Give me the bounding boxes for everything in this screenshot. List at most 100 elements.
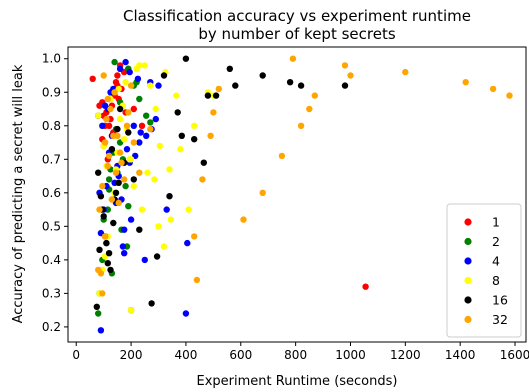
data-point-series-32 xyxy=(297,122,305,129)
data-point-series-32 xyxy=(191,233,198,240)
data-point-series-4 xyxy=(134,75,142,83)
data-point-series-4 xyxy=(141,256,148,264)
data-point-series-32 xyxy=(193,276,201,284)
x-tick-label: 1600 xyxy=(500,348,529,362)
data-point-series-1 xyxy=(112,79,120,86)
data-point-series-16 xyxy=(259,72,266,79)
data-point-series-16 xyxy=(115,179,122,186)
data-point-series-32 xyxy=(123,122,131,129)
data-point-series-32 xyxy=(341,62,349,69)
data-point-series-8 xyxy=(191,122,198,129)
data-point-series-16 xyxy=(93,303,101,310)
data-point-series-8 xyxy=(173,92,180,99)
x-tick-label: 1400 xyxy=(445,348,476,362)
data-point-series-32 xyxy=(116,149,124,156)
x-tick-label: 400 xyxy=(174,348,197,362)
data-point-series-32 xyxy=(127,82,135,89)
data-point-series-32 xyxy=(99,290,106,297)
data-point-series-4 xyxy=(152,115,159,123)
data-point-series-1 xyxy=(130,105,137,113)
data-point-series-32 xyxy=(104,95,112,103)
data-point-series-16 xyxy=(153,253,161,260)
x-axis-label: Experiment Runtime (seconds) xyxy=(197,374,398,389)
data-point-series-8 xyxy=(152,105,159,113)
data-point-series-32 xyxy=(489,85,497,93)
data-point-series-32 xyxy=(259,189,266,196)
data-point-series-32 xyxy=(111,89,118,96)
data-point-series-32 xyxy=(506,92,513,99)
legend-marker-2 xyxy=(464,237,472,246)
data-point-series-1 xyxy=(138,122,146,129)
data-point-series-32 xyxy=(97,270,105,277)
data-point-series-2 xyxy=(122,182,129,190)
data-point-series-4 xyxy=(97,327,105,334)
data-point-series-16 xyxy=(110,219,117,227)
data-point-series-8 xyxy=(138,206,146,213)
data-point-series-16 xyxy=(182,55,190,62)
data-point-series-4 xyxy=(116,65,124,73)
x-tick-label: 600 xyxy=(229,348,252,362)
data-point-series-32 xyxy=(136,169,143,176)
data-point-series-8 xyxy=(155,223,162,230)
data-point-series-32 xyxy=(105,152,113,160)
legend-frame xyxy=(446,203,522,338)
y-tick-label: 0.8 xyxy=(42,119,61,133)
data-point-series-32 xyxy=(121,176,128,183)
y-tick-label: 0.3 xyxy=(42,286,61,300)
legend-label-8: 8 xyxy=(492,273,500,288)
data-point-series-16 xyxy=(112,189,120,196)
data-point-series-4 xyxy=(136,139,143,146)
y-tick-label: 1.0 xyxy=(42,52,61,66)
legend-marker-32 xyxy=(464,315,472,324)
data-point-series-4 xyxy=(137,129,144,136)
data-point-series-4 xyxy=(155,82,162,89)
x-tick-label: 1200 xyxy=(390,348,421,362)
data-point-series-32 xyxy=(462,79,469,86)
data-point-series-4 xyxy=(127,216,135,223)
data-point-series-2 xyxy=(147,119,154,126)
data-point-series-8 xyxy=(141,62,148,69)
data-point-series-16 xyxy=(166,193,173,200)
y-tick-label: 0.9 xyxy=(42,85,61,99)
data-point-series-16 xyxy=(341,82,349,89)
data-point-series-8 xyxy=(127,307,135,314)
data-point-series-16 xyxy=(96,246,103,253)
data-point-series-4 xyxy=(121,226,128,233)
data-point-series-16 xyxy=(212,92,220,99)
legend-label-1: 1 xyxy=(492,215,500,230)
legend-marker-16 xyxy=(464,296,472,304)
data-point-series-8 xyxy=(136,62,143,69)
data-point-series-32 xyxy=(110,132,117,139)
data-point-series-32 xyxy=(278,152,286,160)
data-point-series-16 xyxy=(148,300,155,307)
data-point-series-2 xyxy=(125,203,132,210)
data-point-series-16 xyxy=(95,169,102,176)
plot-area-frame xyxy=(67,46,527,343)
data-point-series-8 xyxy=(147,82,154,89)
data-point-series-16 xyxy=(286,79,294,86)
data-point-series-16 xyxy=(105,250,113,257)
data-point-series-4 xyxy=(163,206,170,213)
y-axis-label: Accuracy of predicting a secret will lea… xyxy=(11,64,26,323)
data-point-series-1 xyxy=(114,72,121,79)
legend-label-16: 16 xyxy=(492,293,508,308)
data-point-series-4 xyxy=(184,239,191,247)
data-point-series-16 xyxy=(100,213,107,220)
x-tick-label: 1000 xyxy=(335,348,366,362)
data-point-series-32 xyxy=(125,109,132,116)
data-point-series-8 xyxy=(116,115,124,123)
data-point-series-4 xyxy=(119,243,127,250)
data-point-series-8 xyxy=(177,146,184,153)
data-point-series-16 xyxy=(97,193,105,200)
data-point-series-16 xyxy=(125,129,132,136)
data-point-series-16 xyxy=(200,159,207,166)
data-point-series-1 xyxy=(362,283,369,290)
legend-marker-4 xyxy=(464,257,472,265)
legend-label-2: 2 xyxy=(492,234,500,249)
data-point-series-16 xyxy=(178,132,185,139)
data-point-series-32 xyxy=(130,139,137,146)
data-point-series-32 xyxy=(101,233,109,240)
data-point-series-4 xyxy=(122,58,129,66)
data-point-series-32 xyxy=(99,182,106,190)
